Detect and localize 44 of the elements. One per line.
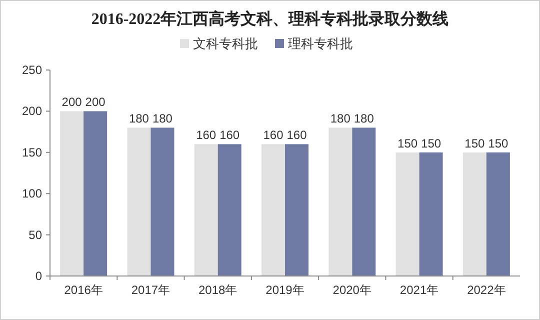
data-label: 180 — [152, 112, 173, 126]
data-label: 180 — [330, 112, 351, 126]
data-label: 160 — [286, 128, 308, 142]
y-tick-label: 200 — [22, 104, 42, 118]
x-tick-label: 2022年 — [467, 283, 506, 297]
bar — [352, 128, 376, 276]
bar — [419, 152, 443, 276]
bar — [462, 152, 486, 276]
bar — [396, 152, 420, 276]
legend-label: 理科专科批 — [288, 36, 353, 51]
bar — [127, 128, 151, 276]
x-tick-label: 2019年 — [266, 283, 304, 297]
legend-label: 文科专科批 — [193, 36, 258, 51]
bar — [218, 144, 242, 276]
x-tick-label: 2016年 — [64, 283, 103, 297]
data-label: 180 — [354, 112, 374, 126]
bar — [150, 128, 174, 276]
x-tick-label: 2021年 — [400, 283, 439, 297]
data-label: 180 — [128, 112, 150, 126]
data-label: 200 — [85, 95, 106, 110]
y-tick-label: 100 — [22, 186, 42, 201]
y-tick-label: 150 — [22, 145, 42, 160]
x-tick-label: 2020年 — [332, 283, 372, 297]
y-tick-label: 0 — [35, 269, 42, 283]
x-tick-label: 2018年 — [198, 283, 238, 297]
bar — [60, 111, 84, 276]
y-tick-label: 50 — [28, 228, 42, 242]
x-tick-label: 2017年 — [131, 283, 170, 297]
data-label: 160 — [220, 128, 240, 142]
data-label: 200 — [62, 95, 82, 110]
bar — [486, 152, 510, 276]
data-label: 150 — [398, 136, 418, 150]
y-tick-label: 250 — [22, 63, 42, 77]
bar — [262, 144, 285, 276]
bar — [328, 128, 352, 276]
chart-title: 2016-2022年江西高考文科、理科专科批录取分数线 — [91, 9, 449, 28]
data-label: 150 — [421, 136, 442, 150]
bar — [84, 111, 108, 276]
data-label: 150 — [464, 136, 486, 150]
data-label: 160 — [263, 128, 284, 142]
data-label: 160 — [196, 128, 216, 142]
bar — [194, 144, 218, 276]
bar — [285, 144, 308, 276]
data-label: 150 — [488, 136, 509, 150]
